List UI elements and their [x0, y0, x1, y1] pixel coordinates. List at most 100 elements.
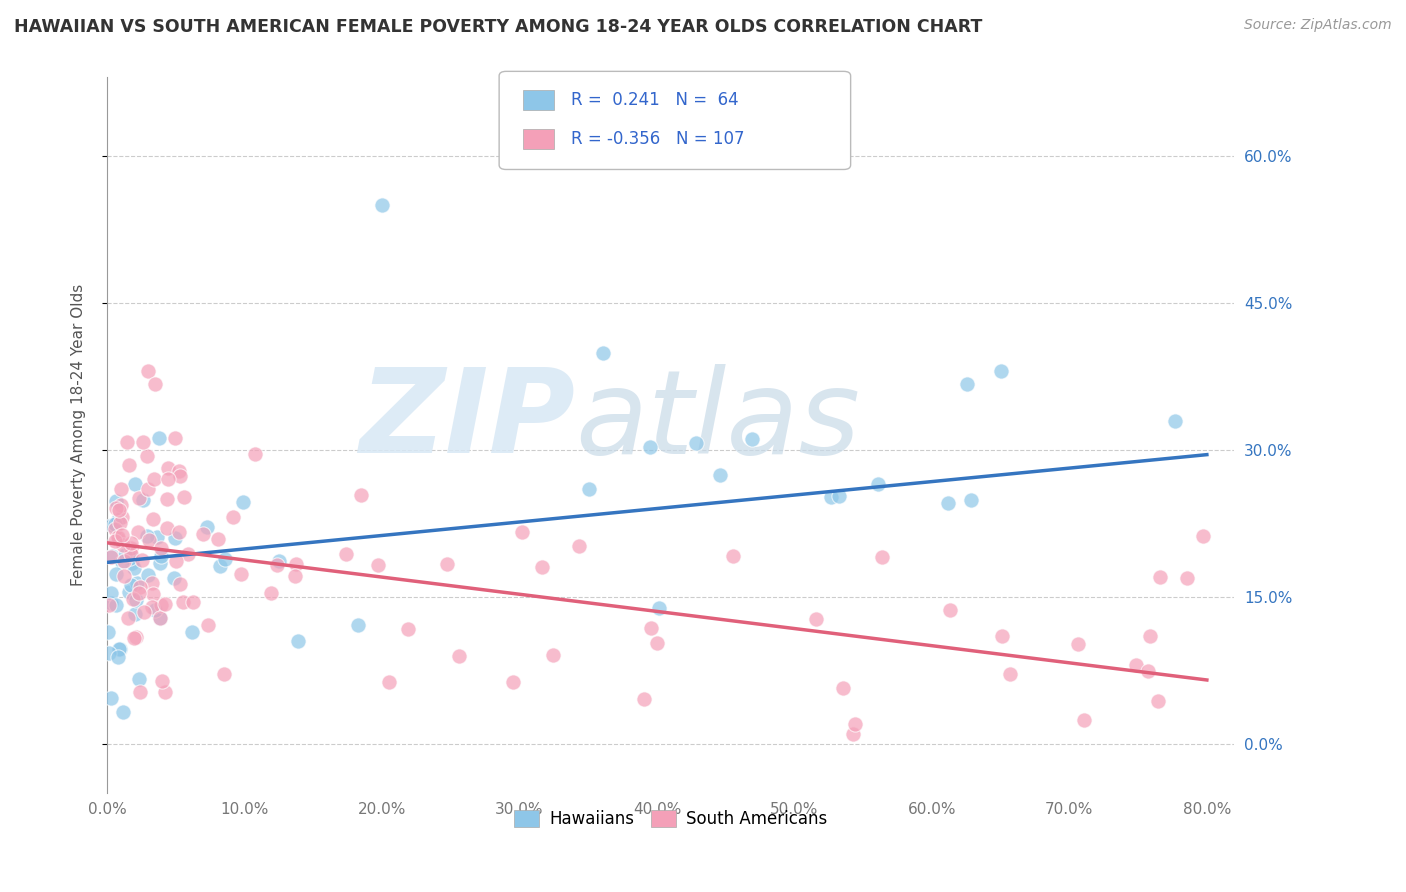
Point: [592, 346, 614, 360]
Point: [214, 551, 236, 566]
Point: [124, 607, 146, 621]
Point: [832, 681, 855, 695]
Point: [447, 649, 470, 664]
Point: [136, 482, 159, 496]
Point: [107, 531, 129, 545]
Point: [108, 641, 131, 656]
Text: atlas: atlas: [575, 364, 860, 478]
Point: [114, 548, 136, 562]
Point: [108, 516, 131, 530]
Point: [209, 558, 232, 573]
Point: [157, 472, 180, 486]
Point: [568, 539, 591, 553]
Point: [117, 611, 139, 625]
Point: [128, 491, 150, 506]
Point: [378, 674, 401, 689]
Point: [124, 561, 146, 575]
Point: [1073, 713, 1095, 727]
Point: [222, 510, 245, 524]
Point: [231, 566, 253, 581]
Y-axis label: Female Poverty Among 18-24 Year Olds: Female Poverty Among 18-24 Year Olds: [72, 284, 86, 586]
Point: [868, 476, 890, 491]
Point: [146, 530, 169, 544]
Point: [141, 600, 163, 615]
Point: [136, 568, 159, 582]
Point: [195, 519, 218, 533]
Point: [960, 493, 983, 508]
Point: [207, 533, 229, 547]
Point: [98, 598, 121, 612]
Point: [125, 575, 148, 590]
Point: [640, 621, 662, 635]
Point: [820, 490, 842, 504]
Point: [128, 672, 150, 686]
Point: [97, 625, 120, 640]
Point: [841, 727, 863, 741]
Point: [266, 558, 288, 573]
Point: [101, 549, 124, 563]
Point: [100, 550, 122, 565]
Text: HAWAIIAN VS SOUTH AMERICAN FEMALE POVERTY AMONG 18-24 YEAR OLDS CORRELATION CHAR: HAWAIIAN VS SOUTH AMERICAN FEMALE POVERT…: [14, 18, 983, 36]
Point: [260, 586, 283, 600]
Text: ZIP: ZIP: [359, 363, 575, 478]
Text: R =  0.241   N =  64: R = 0.241 N = 64: [571, 91, 738, 109]
Point: [110, 528, 132, 542]
Point: [125, 630, 148, 644]
Point: [105, 500, 128, 515]
Point: [142, 587, 165, 601]
Point: [128, 586, 150, 600]
Point: [990, 364, 1012, 378]
Point: [173, 490, 195, 504]
Point: [156, 460, 179, 475]
Point: [285, 557, 308, 571]
Point: [112, 554, 135, 568]
Point: [156, 491, 179, 506]
Point: [104, 522, 127, 536]
Point: [101, 517, 124, 532]
Point: [939, 603, 962, 617]
Point: [172, 595, 194, 609]
Point: [104, 493, 127, 508]
Point: [100, 691, 122, 706]
Point: [105, 598, 128, 612]
Point: [149, 611, 172, 625]
Point: [111, 510, 134, 524]
Point: [150, 541, 173, 555]
Point: [396, 622, 419, 636]
Point: [541, 648, 564, 662]
Point: [870, 549, 893, 564]
Point: [110, 499, 132, 513]
Point: [335, 547, 357, 561]
Point: [197, 618, 219, 632]
Point: [1147, 694, 1170, 708]
Point: [107, 513, 129, 527]
Legend: Hawaiians, South Americans: Hawaiians, South Americans: [508, 803, 834, 834]
Point: [1164, 414, 1187, 428]
Point: [640, 440, 662, 454]
Text: R = -0.356   N = 107: R = -0.356 N = 107: [571, 130, 744, 148]
Point: [828, 489, 851, 503]
Point: [129, 684, 152, 698]
Point: [132, 434, 155, 449]
Point: [685, 436, 707, 450]
Point: [169, 468, 191, 483]
Point: [135, 529, 157, 543]
Point: [645, 636, 668, 650]
Point: [191, 527, 214, 541]
Point: [709, 468, 731, 483]
Point: [991, 629, 1014, 643]
Point: [165, 431, 187, 445]
Point: [956, 376, 979, 391]
Point: [267, 554, 290, 568]
Point: [115, 435, 138, 450]
Point: [143, 603, 166, 617]
Point: [347, 618, 370, 632]
Point: [998, 666, 1021, 681]
Point: [149, 598, 172, 612]
Point: [124, 592, 146, 607]
Point: [127, 525, 149, 540]
Point: [167, 464, 190, 478]
Point: [1149, 570, 1171, 584]
Point: [136, 364, 159, 378]
Point: [844, 717, 866, 731]
